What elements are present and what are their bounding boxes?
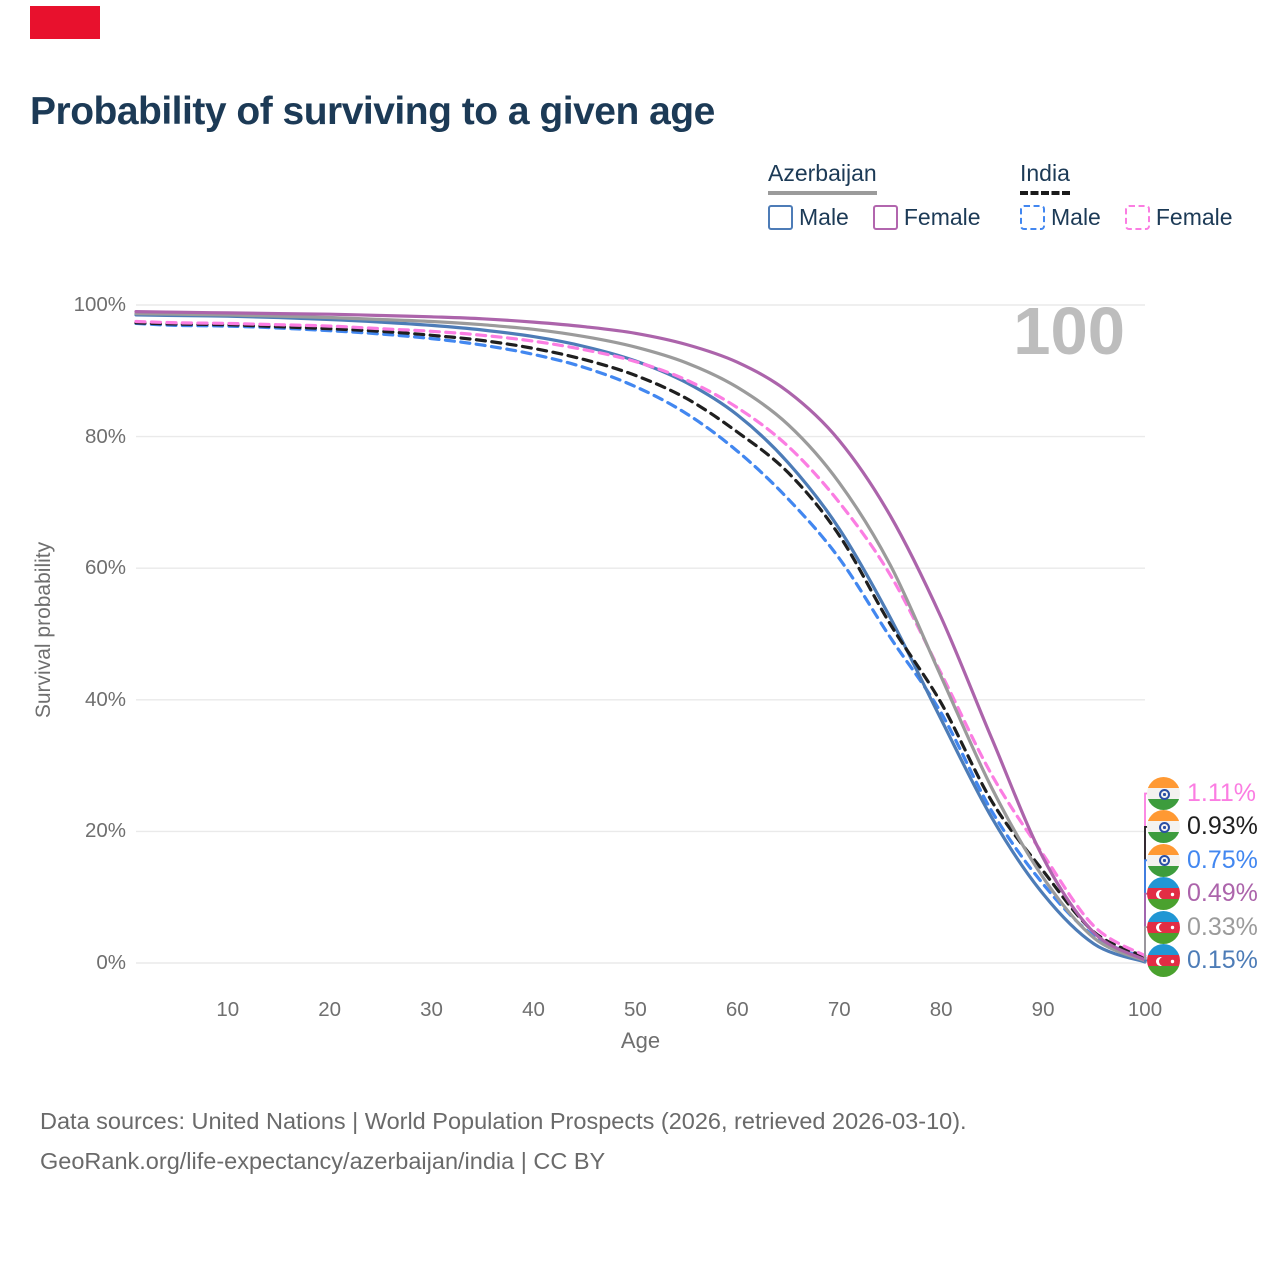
azerbaijan-female-swatch-icon[interactable] [872, 205, 898, 230]
azerbaijan-flag-icon [1147, 877, 1180, 911]
legend-group-azerbaijan: Azerbaijan Male Female [768, 160, 981, 231]
india-female-swatch-icon[interactable] [1124, 205, 1150, 230]
x-tick-label: 70 [827, 998, 851, 1021]
x-tick-label: 10 [216, 998, 240, 1021]
y-tick-label: 60% [84, 556, 126, 580]
red-marker [30, 6, 100, 39]
india-flag-icon [1147, 777, 1180, 810]
page-title: Probability of surviving to a given age [30, 90, 715, 133]
legend-item-azerbaijan-female[interactable]: Female [872, 204, 981, 231]
azerbaijan-flag-icon [1147, 910, 1180, 944]
azerbaijan-flag-icon [1147, 944, 1180, 977]
age-watermark: 100 [1013, 294, 1125, 369]
india-male-swatch-icon[interactable] [1020, 205, 1045, 230]
end-label-azerbaijan-female: 0.49% [1147, 877, 1258, 911]
y-tick-label: 80% [84, 424, 126, 448]
end-label-azerbaijan-total: 0.33% [1147, 910, 1258, 944]
data-sources-text: Data sources: United Nations | World Pop… [40, 1108, 967, 1134]
x-tick-label: 30 [420, 998, 443, 1021]
x-axis-title: Age [620, 1028, 661, 1053]
y-tick-label: 40% [84, 687, 126, 711]
legend-group-india: India Male Female [1020, 160, 1233, 231]
y-tick-label: 0% [96, 951, 126, 974]
x-tick-label: 90 [1031, 998, 1055, 1021]
x-tick-label: 50 [623, 998, 647, 1021]
legend-country-azerbaijan[interactable]: Azerbaijan [768, 160, 877, 195]
end-label-azerbaijan-male: 0.15% [1147, 944, 1258, 977]
x-tick-label: 60 [725, 998, 749, 1021]
x-tick-label: 100 [1127, 998, 1163, 1021]
attribution-text: GeoRank.org/life-expectancy/azerbaijan/i… [40, 1148, 606, 1174]
azerbaijan-male-swatch-icon[interactable] [768, 205, 793, 230]
legend-item-azerbaijan-male[interactable]: Male [768, 204, 849, 231]
end-label-india-total: 0.93% [1147, 810, 1258, 844]
x-tick-label: 40 [522, 998, 545, 1021]
x-tick-label: 80 [929, 998, 953, 1021]
y-tick-label: 100% [73, 293, 126, 316]
legend-item-india-male[interactable]: Male [1020, 204, 1101, 231]
end-label-india-male: 0.75% [1147, 843, 1258, 877]
end-label-india-female: 1.11% [1147, 777, 1256, 810]
legend-country-india[interactable]: India [1020, 160, 1070, 195]
y-tick-label: 20% [84, 819, 126, 843]
legend-item-india-female[interactable]: Female [1124, 204, 1233, 231]
india-flag-icon [1147, 843, 1180, 877]
india-flag-icon [1147, 810, 1180, 844]
x-tick-label: 20 [318, 998, 342, 1021]
